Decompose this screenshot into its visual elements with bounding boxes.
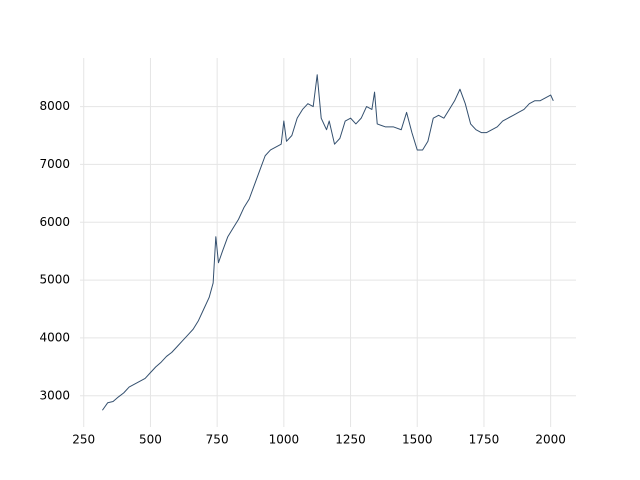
y-tick-label: 7000	[39, 157, 70, 171]
y-tick-label: 5000	[39, 273, 70, 287]
x-tick-label: 750	[206, 433, 229, 447]
y-tick-label: 8000	[39, 99, 70, 113]
data-line	[102, 74, 554, 411]
y-tick-label: 3000	[39, 388, 70, 402]
x-tick-label: 1750	[469, 433, 500, 447]
y-tick-label: 4000	[39, 330, 70, 344]
y-tick-label: 6000	[39, 215, 70, 229]
x-tick-label: 1500	[402, 433, 433, 447]
x-tick-label: 1250	[335, 433, 366, 447]
x-tick-label: 2000	[535, 433, 566, 447]
x-tick-label: 500	[139, 433, 162, 447]
x-tick-label: 1000	[269, 433, 300, 447]
x-tick-label: 250	[72, 433, 95, 447]
